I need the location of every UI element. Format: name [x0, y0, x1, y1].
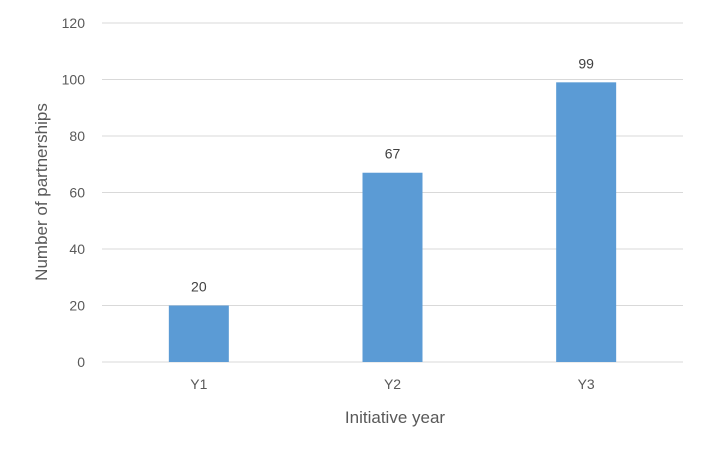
y-tick-label: 40: [69, 241, 85, 257]
bars: [168, 82, 617, 362]
y-axis-title: Number of partnerships: [32, 103, 51, 281]
data-labels: 20 67 99: [191, 55, 594, 294]
y-tick-label: 120: [62, 15, 86, 31]
data-label-y3: 99: [578, 55, 594, 71]
x-axis-ticks: Y1 Y2 Y3: [190, 376, 595, 392]
bar-y1: [168, 305, 229, 362]
y-tick-label: 20: [69, 298, 85, 314]
x-tick-label-y2: Y2: [384, 376, 401, 392]
data-label-y2: 67: [385, 146, 401, 162]
y-tick-label: 0: [77, 354, 85, 370]
x-axis-title: Initiative year: [345, 408, 445, 427]
x-tick-label-y3: Y3: [578, 376, 595, 392]
data-label-y1: 20: [191, 279, 207, 295]
bar-y2: [362, 172, 423, 362]
bar-y3: [556, 82, 617, 362]
y-axis-ticks: 0 20 40 60 80 100 120: [62, 15, 86, 370]
y-tick-label: 80: [69, 128, 85, 144]
y-tick-label: 100: [62, 72, 86, 88]
y-tick-label: 60: [69, 185, 85, 201]
x-tick-label-y1: Y1: [190, 376, 207, 392]
